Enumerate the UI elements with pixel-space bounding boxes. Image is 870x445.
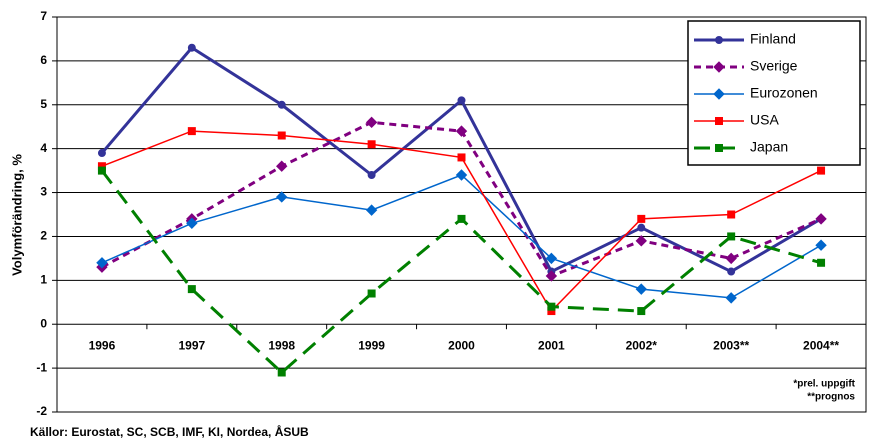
- marker: [276, 191, 288, 203]
- legend-label: Sverige: [750, 58, 798, 74]
- marker: [727, 210, 736, 219]
- marker: [277, 368, 286, 377]
- y-tick-label: 1: [40, 273, 47, 287]
- marker: [457, 214, 466, 223]
- marker: [545, 252, 558, 265]
- marker: [635, 235, 647, 247]
- annotation: **prognos: [807, 392, 855, 403]
- x-tick-label: 2001: [538, 338, 565, 352]
- y-tick-label: -2: [36, 404, 47, 418]
- marker: [545, 270, 558, 282]
- marker: [457, 153, 466, 162]
- marker: [637, 223, 646, 232]
- x-tick-label: 1996: [89, 338, 116, 352]
- marker: [727, 267, 736, 276]
- marker: [713, 61, 725, 73]
- x-tick-label: 2002*: [626, 338, 658, 352]
- marker: [187, 285, 196, 294]
- marker: [635, 283, 647, 295]
- marker: [725, 252, 737, 265]
- y-axis-label: Volymförändring, %: [9, 154, 24, 276]
- marker: [367, 171, 376, 179]
- marker: [715, 144, 723, 152]
- marker: [97, 166, 106, 175]
- marker: [815, 213, 827, 225]
- marker: [815, 239, 827, 251]
- source: Källor: Eurostat, SC, SCB, IMF, KI, Nord…: [30, 424, 309, 439]
- x-tick-label: 2004**: [803, 338, 839, 352]
- marker: [276, 160, 288, 172]
- y-tick-label: -1: [36, 360, 47, 374]
- legend-label: Japan: [750, 139, 788, 155]
- x-tick-label: 1998: [268, 338, 295, 352]
- marker: [97, 149, 106, 158]
- y-tick-label: 6: [40, 53, 47, 67]
- x-tick-label: 1999: [358, 338, 385, 352]
- y-tick-label: 3: [40, 185, 47, 199]
- marker: [713, 88, 725, 100]
- x-tick-label: 2003**: [713, 338, 749, 352]
- marker: [727, 232, 736, 241]
- marker: [187, 43, 196, 52]
- marker: [715, 36, 723, 44]
- y-tick-label: 0: [40, 316, 47, 330]
- marker: [817, 166, 826, 175]
- marker: [817, 258, 826, 267]
- x-tick-label: 1997: [178, 338, 205, 352]
- marker: [186, 217, 198, 229]
- marker: [365, 116, 378, 129]
- marker: [365, 204, 378, 216]
- legend-label: USA: [750, 112, 779, 128]
- marker: [455, 125, 468, 137]
- marker: [715, 117, 723, 125]
- marker: [725, 292, 737, 304]
- marker: [277, 131, 286, 140]
- marker: [637, 214, 646, 223]
- marker: [367, 140, 376, 149]
- legend-label: Finland: [750, 31, 796, 47]
- legend-label: Eurozonen: [750, 85, 818, 101]
- legend: Finland Sverige Eurozonen USA Japan: [687, 20, 861, 166]
- marker: [637, 307, 646, 316]
- x-tick-label: 2000: [448, 338, 475, 352]
- y-tick-label: 5: [40, 97, 47, 111]
- marker: [457, 96, 466, 105]
- marker: [547, 302, 556, 311]
- marker: [455, 169, 468, 181]
- marker: [367, 289, 376, 298]
- marker: [187, 127, 196, 136]
- annotation: *prel. uppgift: [793, 379, 855, 390]
- marker: [277, 100, 286, 109]
- y-tick-label: 4: [40, 141, 47, 155]
- y-tick-label: 7: [40, 9, 47, 23]
- marker: [96, 257, 108, 269]
- y-tick-label: 2: [40, 229, 47, 243]
